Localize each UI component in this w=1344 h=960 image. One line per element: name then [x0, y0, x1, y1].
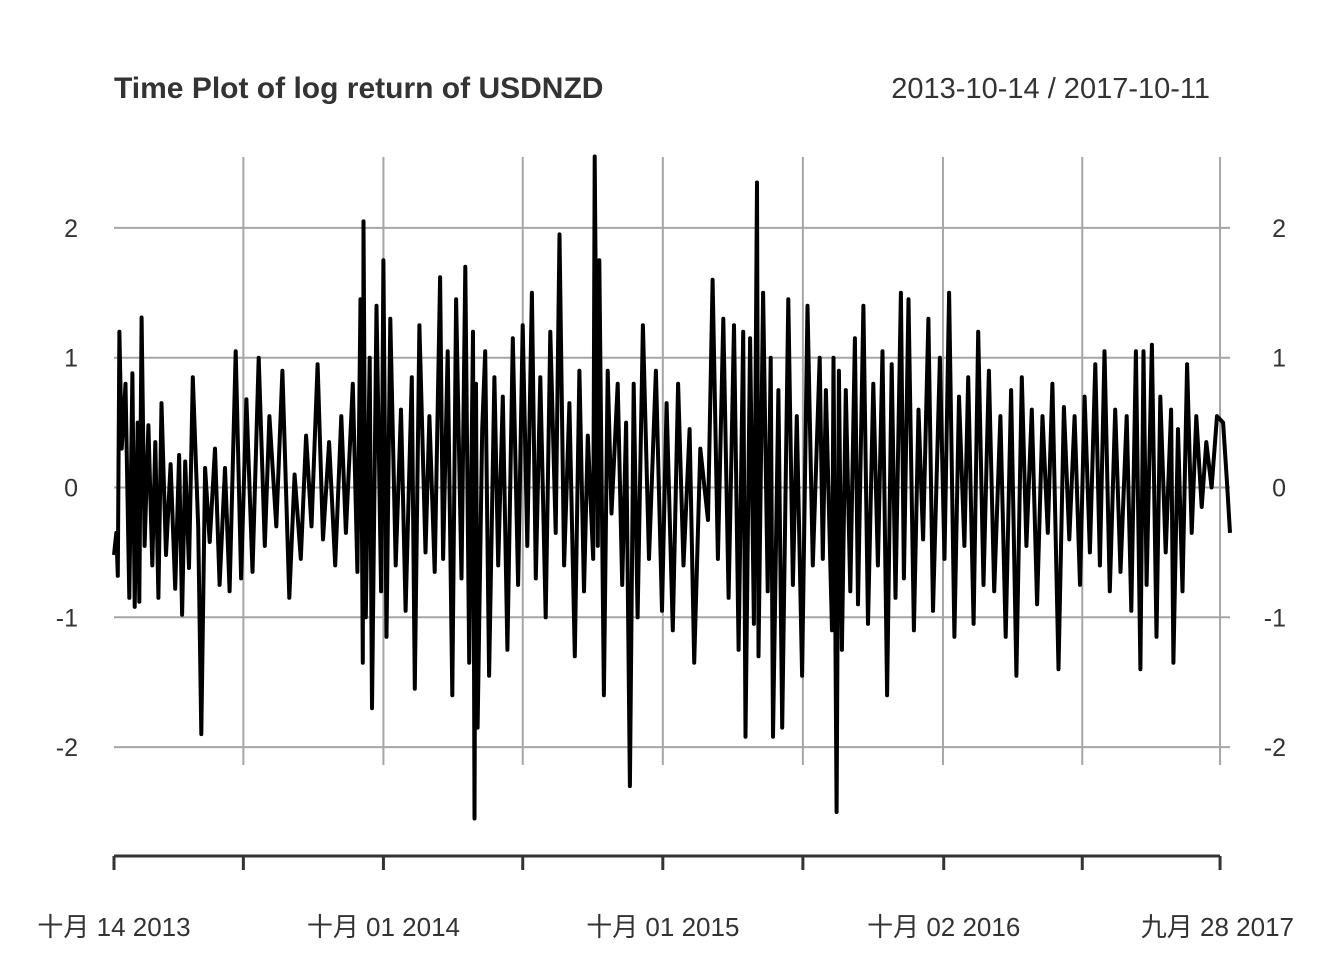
- y-tick-label-left: 0: [64, 475, 78, 503]
- series-layer: [112, 154, 1232, 821]
- y-tick-label-right: -2: [1264, 734, 1286, 762]
- y-tick-label-left: 2: [64, 215, 78, 243]
- chart-title: Time Plot of log return of USDNZD: [114, 72, 603, 105]
- y-tick-label-right: -1: [1264, 604, 1286, 632]
- x-tick-label: 十月 02 2016: [867, 912, 1020, 942]
- x-axis: 十月 14 2013 十月 01 2014 十月 01 2015 十月 02 2016…: [37, 854, 1294, 942]
- x-tick-label: 十月 01 2014: [307, 912, 460, 942]
- y-axis-right: 2 1 0 -1 -2: [1264, 215, 1286, 762]
- x-tick-label: 十月 14 2013: [37, 912, 190, 942]
- y-tick-label-right: 1: [1272, 345, 1286, 373]
- y-tick-label-left: -1: [56, 604, 78, 632]
- y-tick-label-left: 1: [64, 345, 78, 373]
- y-tick-label-right: 0: [1272, 475, 1286, 503]
- y-tick-label-right: 2: [1272, 215, 1286, 243]
- log-return-series-line: [112, 154, 1232, 821]
- x-tick-label: 九月 28 2017: [1141, 912, 1294, 942]
- x-tick-label: 十月 01 2015: [586, 912, 739, 942]
- date-range-label: 2013-10-14 / 2017-10-11: [891, 73, 1210, 105]
- y-axis-left: 2 1 0 -1 -2: [56, 215, 78, 762]
- y-tick-label-left: -2: [56, 734, 78, 762]
